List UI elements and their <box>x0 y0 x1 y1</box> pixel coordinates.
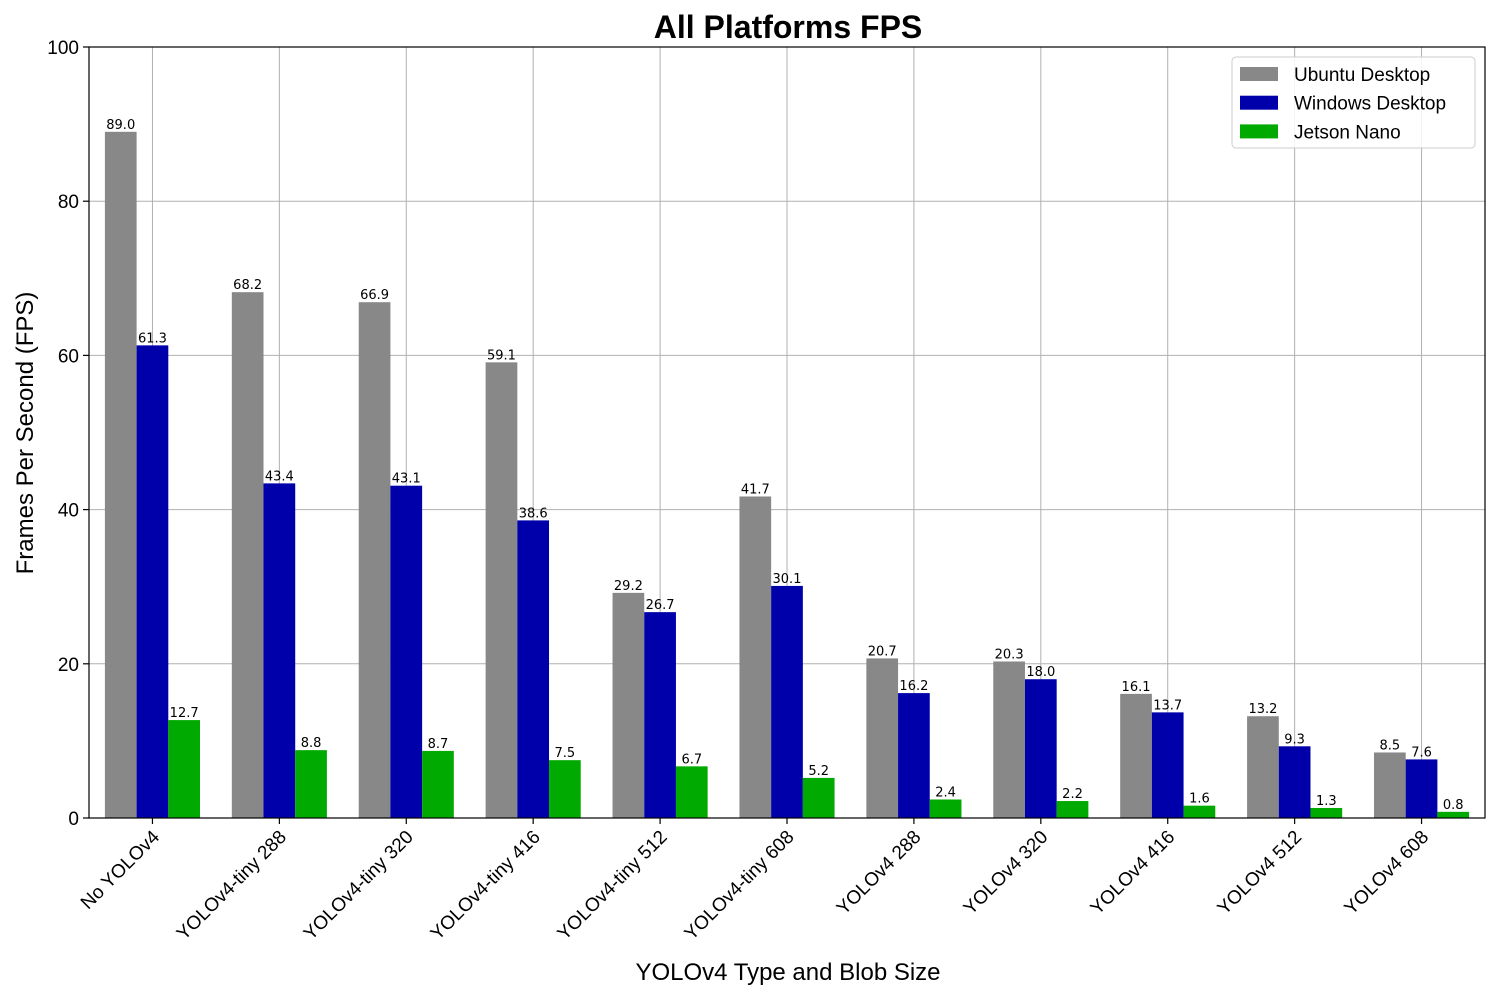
x-tick-label: YOLOv4 512 <box>1214 827 1307 920</box>
bar-windows-desktop <box>1278 746 1311 818</box>
bar-windows-desktop <box>771 585 803 818</box>
bar-value-label: 8.5 <box>1380 738 1401 753</box>
bar-value-label: 66.9 <box>360 288 389 303</box>
x-tick-label: No YOLOv4 <box>77 826 164 913</box>
bar-ubuntu-desktop <box>231 292 264 819</box>
bar-value-label: 7.6 <box>1411 745 1432 760</box>
bar-value-label: 12.7 <box>170 706 199 721</box>
bar-jetson-nano <box>295 750 327 818</box>
x-tick-label: YOLOv4-tiny 416 <box>427 827 545 945</box>
x-tick-label: YOLOv4-tiny 512 <box>554 827 672 945</box>
bar-value-label: 18.0 <box>1026 665 1055 680</box>
bar-value-label: 38.6 <box>519 506 548 521</box>
bar-value-label: 2.4 <box>935 785 956 800</box>
bar-value-label: 2.2 <box>1062 787 1083 802</box>
bar-jetson-nano <box>802 777 835 818</box>
legend-label: Ubuntu Desktop <box>1294 65 1430 86</box>
bar-ubuntu-desktop <box>104 131 137 818</box>
bar-windows-desktop <box>517 520 550 818</box>
bars <box>104 131 1470 819</box>
bar-ubuntu-desktop <box>1247 716 1279 818</box>
bar-windows-desktop <box>644 612 676 818</box>
bar-value-label: 1.3 <box>1316 794 1337 809</box>
bar-windows-desktop <box>263 483 296 818</box>
bar-value-label: 20.7 <box>868 644 897 659</box>
y-axis-label: Frames Per Second (FPS) <box>12 292 39 575</box>
x-tick-label: YOLOv4 288 <box>833 827 926 920</box>
bar-value-label: 7.5 <box>555 746 576 761</box>
bar-jetson-nano <box>675 766 708 818</box>
y-tick-label: 60 <box>58 346 79 367</box>
x-tick-label: YOLOv4-tiny 320 <box>300 827 418 945</box>
bar-ubuntu-desktop <box>358 302 391 818</box>
bar-jetson-nano <box>1183 805 1216 818</box>
bar-windows-desktop <box>1024 679 1057 818</box>
bar-ubuntu-desktop <box>1373 752 1406 818</box>
legend-label: Jetson Nano <box>1294 122 1401 143</box>
bar-value-label: 61.3 <box>138 331 167 346</box>
bar-value-label: 0.8 <box>1443 798 1464 813</box>
bar-value-label: 41.7 <box>741 482 770 497</box>
bar-value-label: 8.8 <box>301 736 322 751</box>
legend-label: Windows Desktop <box>1294 94 1446 115</box>
bar-value-label: 13.7 <box>1153 698 1182 713</box>
legend-swatch <box>1240 95 1278 110</box>
bar-value-label: 68.2 <box>233 278 262 293</box>
legend: Ubuntu Desktop Windows Desktop Jetson Nano <box>1231 56 1476 149</box>
x-tick-label: YOLOv4 320 <box>960 827 1053 920</box>
bar-jetson-nano <box>929 799 962 818</box>
y-tick-label: 80 <box>58 192 79 213</box>
bar-ubuntu-desktop <box>866 658 899 818</box>
bar-value-label: 5.2 <box>808 764 829 779</box>
x-tick-label: YOLOv4-tiny 288 <box>173 827 291 945</box>
x-axis-label: YOLOv4 Type and Blob Size <box>635 959 940 986</box>
bar-value-labels: 89.0 68.2 66.9 59.1 29.2 41.7 20.7 20.3 16.1 13.2… <box>106 118 1463 813</box>
y-tick-label: 40 <box>58 501 79 522</box>
bar-windows-desktop <box>390 485 423 818</box>
bar-ubuntu-desktop <box>739 496 772 818</box>
bar-value-label: 20.3 <box>995 647 1024 662</box>
bar-windows-desktop <box>898 693 930 818</box>
y-tick-label: 20 <box>58 655 79 676</box>
chart-title: All Platforms FPS <box>654 9 923 45</box>
bar-ubuntu-desktop <box>612 592 645 818</box>
y-tick-label: 0 <box>68 809 79 830</box>
y-tick-label: 100 <box>47 38 79 59</box>
bar-jetson-nano <box>1437 811 1470 818</box>
bar-jetson-nano <box>1056 801 1089 818</box>
x-tick-label: YOLOv4 416 <box>1087 827 1180 920</box>
bar-ubuntu-desktop <box>993 661 1025 818</box>
bar-value-label: 43.4 <box>265 469 294 484</box>
x-tick-label: YOLOv4-tiny 608 <box>681 827 799 945</box>
bar-value-label: 16.1 <box>1122 680 1151 695</box>
bar-value-label: 13.2 <box>1248 702 1277 717</box>
bar-jetson-nano <box>549 760 581 818</box>
bar-jetson-nano <box>422 750 454 818</box>
legend-swatch <box>1240 67 1278 81</box>
x-tick-label: YOLOv4 608 <box>1341 827 1434 920</box>
bar-value-label: 1.6 <box>1189 792 1210 807</box>
bar-value-label: 26.7 <box>646 598 675 613</box>
bar-value-label: 9.3 <box>1284 732 1305 747</box>
bar-windows-desktop <box>136 345 169 818</box>
bar-value-label: 30.1 <box>773 572 802 587</box>
bar-value-label: 59.1 <box>487 348 516 363</box>
legend-box <box>1231 56 1476 149</box>
bar-windows-desktop <box>1151 712 1184 818</box>
bar-jetson-nano <box>168 720 201 818</box>
bar-value-label: 29.2 <box>614 579 643 594</box>
bar-value-label: 89.0 <box>106 118 135 133</box>
bar-ubuntu-desktop <box>485 362 518 818</box>
bar-value-label: 43.1 <box>392 472 421 487</box>
bar-jetson-nano <box>1310 807 1343 818</box>
bar-value-label: 8.7 <box>428 737 449 752</box>
bar-value-label: 6.7 <box>681 752 702 767</box>
bar-windows-desktop <box>1405 759 1438 818</box>
bar-value-label: 16.2 <box>899 679 928 694</box>
bar-ubuntu-desktop <box>1120 693 1152 818</box>
legend-swatch <box>1240 124 1278 139</box>
